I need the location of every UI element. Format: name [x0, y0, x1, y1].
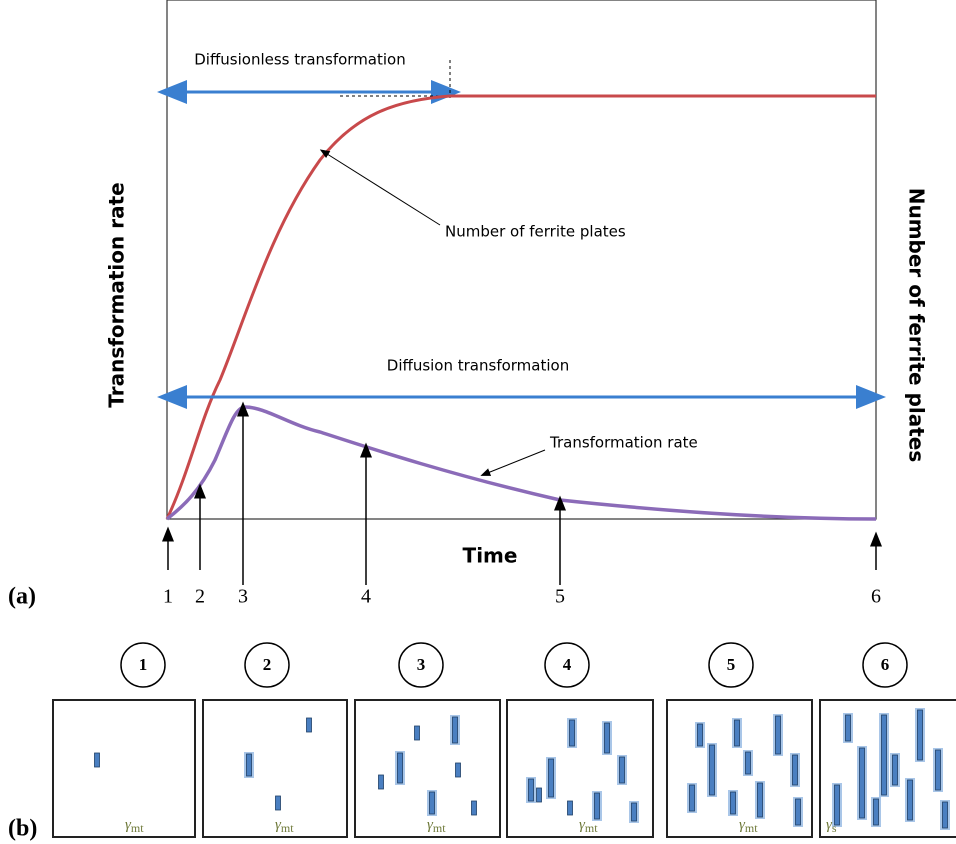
phase-label: γmt — [427, 817, 446, 834]
stage-circle — [120, 642, 166, 688]
ferrite-plate — [881, 714, 887, 796]
phase-label: γmt — [739, 817, 758, 834]
ferrite-plate — [631, 802, 637, 822]
ferrite-plate — [730, 791, 736, 815]
ferrite-plate — [907, 779, 913, 821]
ferrite-plate — [414, 725, 420, 741]
stage-number: 6 — [881, 655, 890, 674]
x-axis-label: Time — [463, 544, 518, 568]
microstructure-box — [506, 699, 654, 838]
phase-subscript: mt — [745, 821, 758, 835]
phase-subscript: mt — [281, 821, 294, 835]
phase-subscript: s — [832, 821, 837, 835]
ferrite-plate — [795, 798, 801, 826]
ferrite-plate — [569, 719, 575, 747]
ferrite-plate — [246, 753, 252, 777]
rate-curve — [165, 405, 877, 521]
ferrite-plate — [604, 722, 610, 754]
phase-subscript: mt — [585, 821, 598, 835]
stage-number: 3 — [417, 655, 426, 674]
phase-label: γs — [826, 817, 837, 834]
phase-symbol: γ — [739, 817, 746, 833]
stage-number: 6 — [871, 586, 881, 608]
phase-label: γmt — [275, 817, 294, 834]
ferrite-plate — [689, 784, 695, 812]
stage-circle — [398, 642, 444, 688]
panel-label: (a) — [8, 584, 36, 610]
ferrite-plate — [775, 715, 781, 755]
phase-symbol: γ — [125, 817, 132, 833]
phase-label: γmt — [125, 817, 144, 834]
stage-number: 5 — [727, 655, 736, 674]
phase-symbol: γ — [826, 817, 833, 833]
phase-subscript: mt — [131, 821, 144, 835]
ferrite-curve — [165, 94, 876, 520]
stage-circle — [862, 642, 908, 688]
ferrite-plate — [697, 723, 703, 747]
annotation: Diffusion transformation — [387, 357, 569, 375]
stage-number: 2 — [195, 586, 205, 608]
ferrite-plate — [567, 800, 573, 816]
ferrite-plate — [452, 716, 458, 744]
stage-number: 3 — [238, 586, 248, 608]
phase-symbol: γ — [275, 817, 282, 833]
ferrite-plate — [935, 749, 941, 791]
ferrite-plate — [745, 751, 751, 775]
ferrite-plate — [455, 762, 461, 778]
phase-symbol: γ — [579, 817, 586, 833]
ferrite-plate — [917, 709, 923, 761]
ferrite-plate — [792, 754, 798, 786]
y-axis-right-label: Number of ferrite plates — [905, 188, 929, 463]
ferrite-plate — [757, 782, 763, 818]
ferrite-plate — [548, 758, 554, 798]
phase-symbol: γ — [427, 817, 434, 833]
pointer-arrow — [480, 449, 546, 476]
pointer-arrow — [319, 149, 441, 226]
ferrite-plate — [528, 778, 534, 802]
stage-number: 5 — [555, 586, 565, 608]
microstructure-box — [202, 699, 348, 838]
stage-circle — [708, 642, 754, 688]
ferrite-plate — [942, 801, 948, 829]
panel-label: (b) — [8, 816, 37, 842]
ferrite-plate — [845, 714, 851, 742]
ferrite-plate — [859, 747, 865, 819]
y-axis-left-label: Transformation rate — [105, 182, 129, 407]
stage-number: 4 — [361, 586, 371, 608]
microstructure-box — [52, 699, 196, 838]
phase-subscript: mt — [433, 821, 446, 835]
stage-number: 1 — [163, 586, 173, 608]
ferrite-plate — [619, 756, 625, 784]
ferrite-plate — [94, 752, 100, 768]
phase-label: γmt — [579, 817, 598, 834]
ferrite-plate — [397, 752, 403, 784]
ferrite-plate — [734, 719, 740, 747]
stage-number: 1 — [139, 655, 148, 674]
ferrite-plate — [306, 717, 312, 733]
annotation: Number of ferrite plates — [445, 223, 626, 241]
ferrite-plate — [275, 795, 281, 811]
stage-circle — [544, 642, 590, 688]
microstructure-box — [354, 699, 501, 838]
ferrite-plate — [536, 787, 542, 803]
ferrite-plate — [594, 792, 600, 820]
ferrite-plate — [873, 798, 879, 826]
ferrite-plate — [834, 784, 840, 826]
plot-frame — [166, 0, 877, 520]
ferrite-plate — [378, 774, 384, 790]
annotation: Diffusionless transformation — [194, 51, 405, 69]
stage-number: 4 — [563, 655, 572, 674]
stage-number: 2 — [263, 655, 272, 674]
ferrite-plate — [709, 744, 715, 796]
ferrite-plate — [892, 754, 898, 786]
annotation: Transformation rate — [549, 434, 698, 452]
stage-circle — [244, 642, 290, 688]
ferrite-plate — [429, 791, 435, 815]
ferrite-plate — [471, 800, 477, 816]
